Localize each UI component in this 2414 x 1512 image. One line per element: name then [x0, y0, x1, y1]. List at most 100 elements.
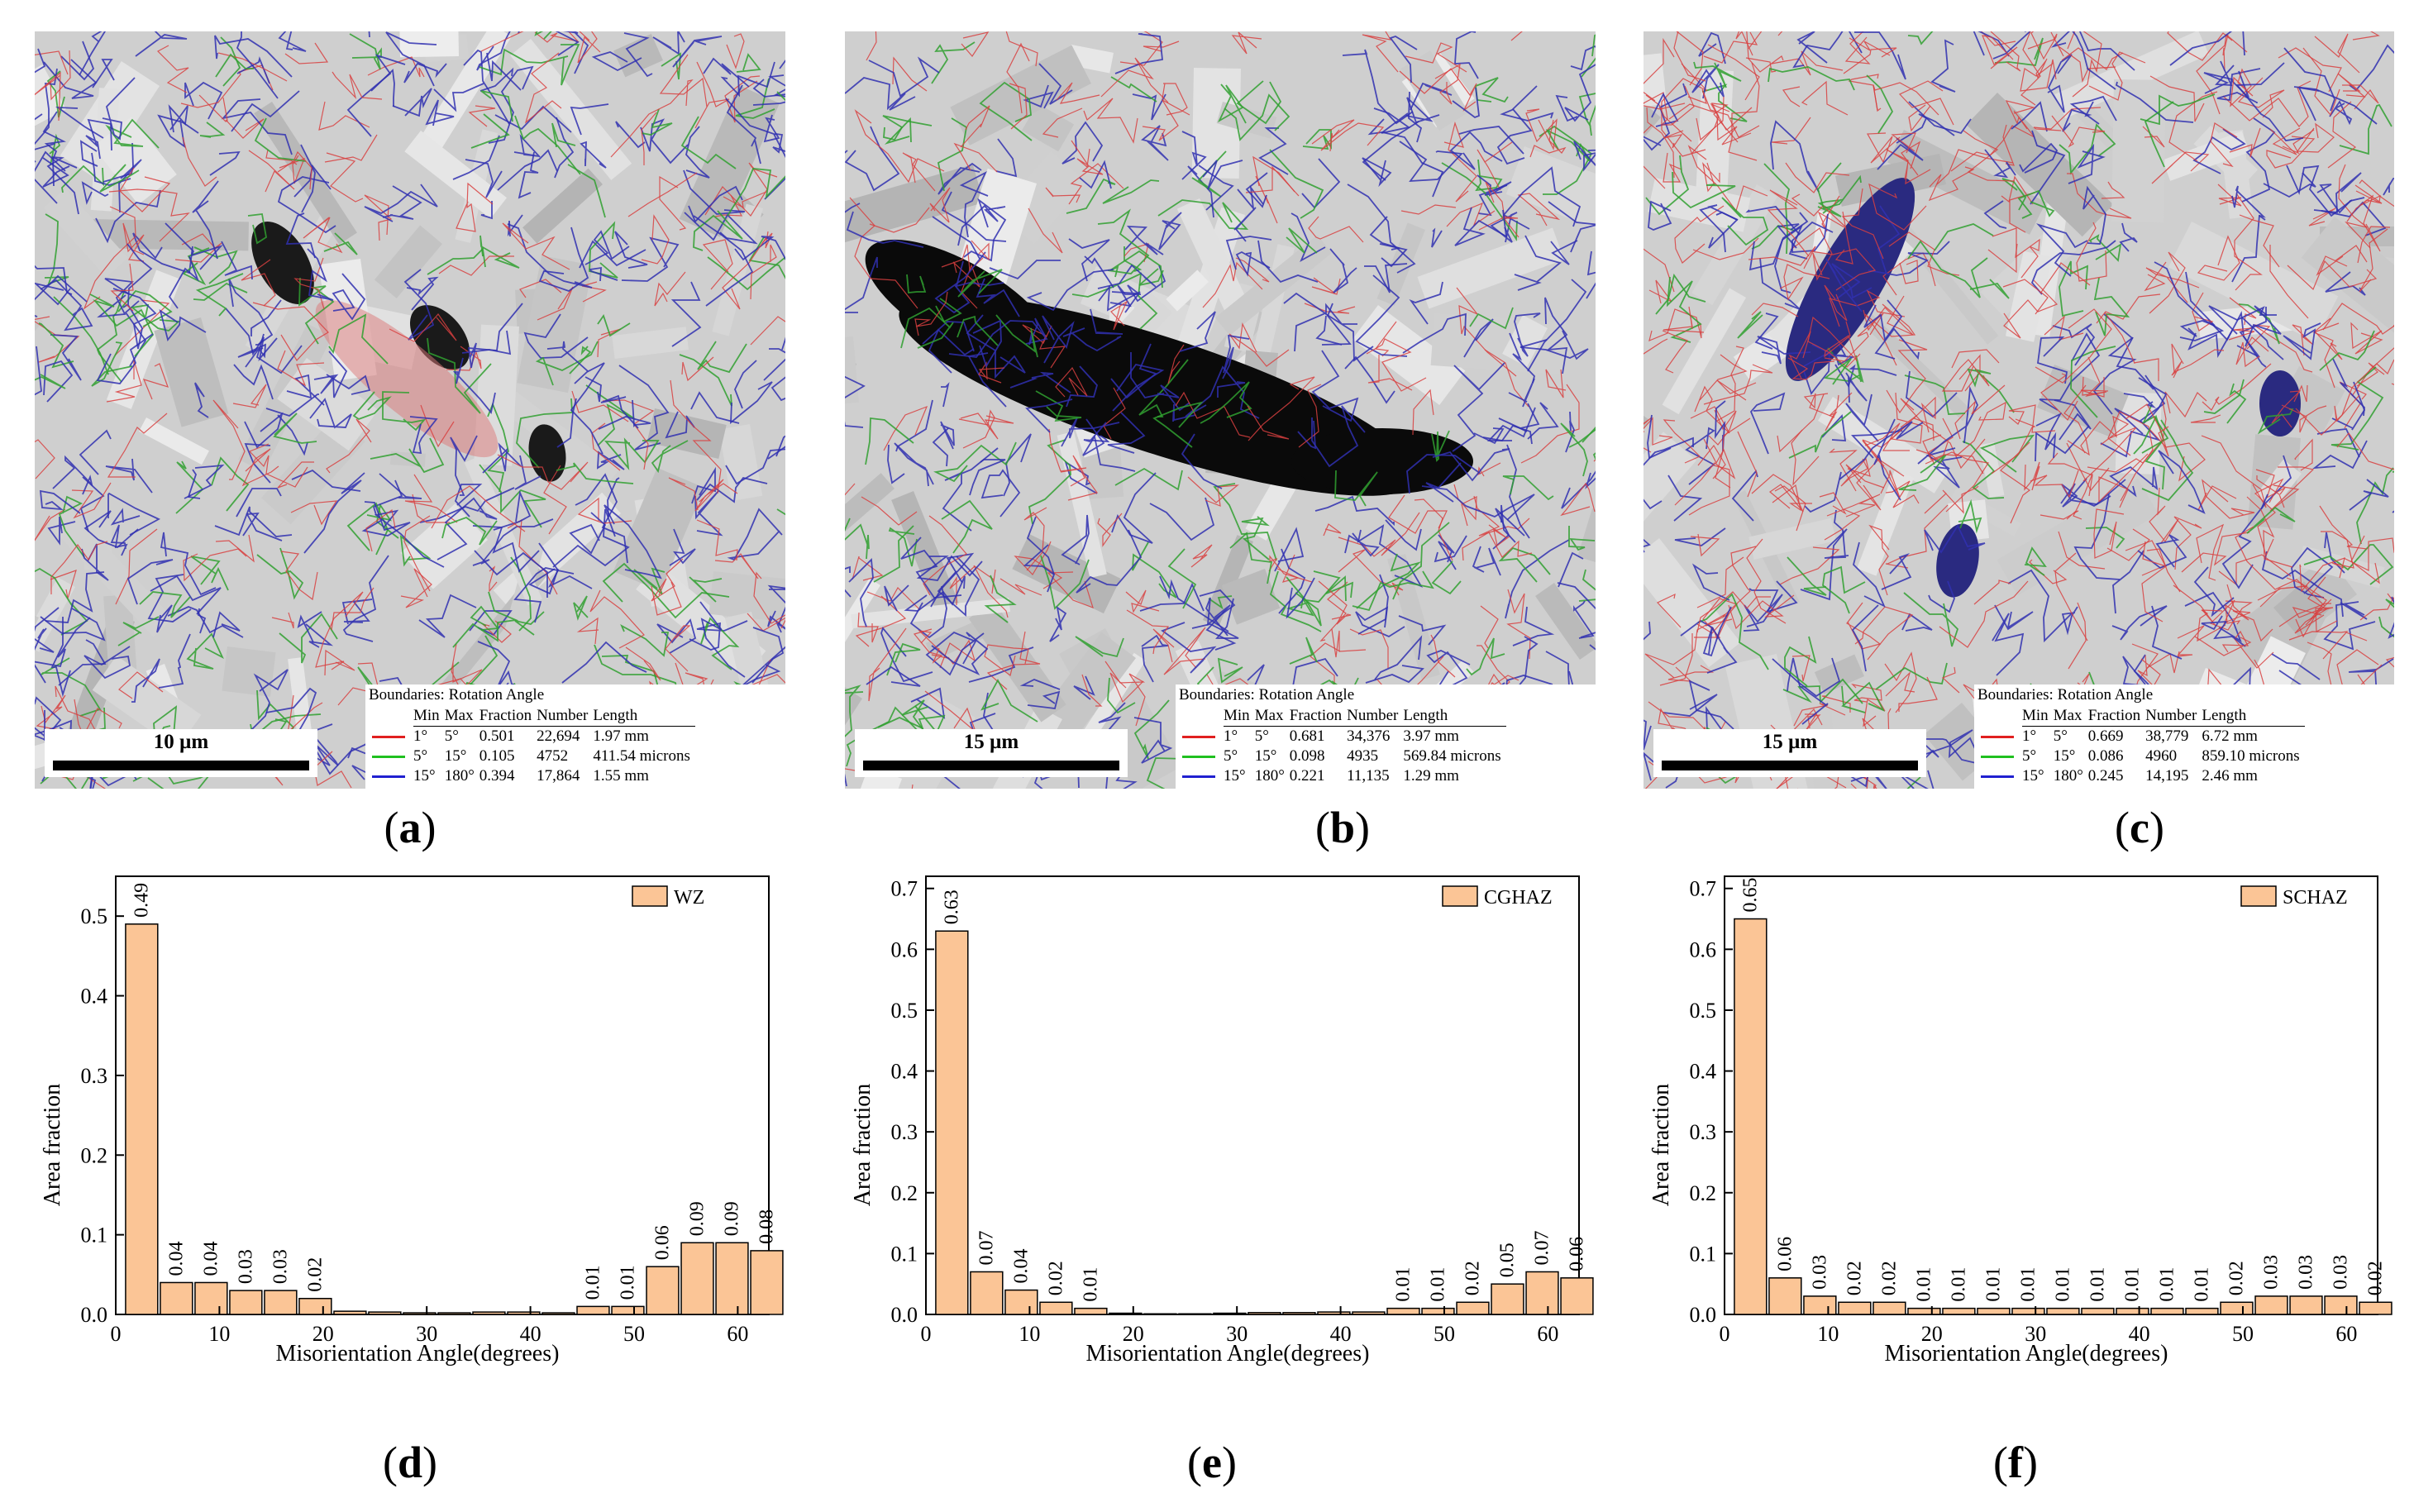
- legend-length: 1.29 mm: [1403, 767, 1459, 785]
- legend-max: 180°: [2053, 767, 2083, 785]
- x-tick-label: 40: [520, 1322, 541, 1346]
- x-tick-label: 50: [1434, 1322, 1455, 1346]
- bar-value-label: 0.02: [1462, 1261, 1483, 1295]
- legend-fraction: 0.394: [479, 767, 515, 785]
- legend-label: CGHAZ: [1484, 887, 1553, 909]
- scale-bar: 15 µm: [855, 729, 1128, 777]
- bar-value-label: 0.01: [2156, 1267, 2178, 1302]
- x-tick-label: 0: [921, 1322, 932, 1346]
- plot-frame: [925, 875, 1580, 1315]
- boundary-legend: Boundaries: Rotation Angle Min Max Fraction…: [1176, 684, 1596, 789]
- bar-value-label: 0.07: [1531, 1230, 1553, 1265]
- legend-fraction: 0.669: [2087, 727, 2124, 745]
- bar-value-label: 0.65: [1739, 878, 1761, 913]
- boundary-line-swatch: [372, 735, 405, 738]
- x-tick-label: 40: [2129, 1322, 2150, 1346]
- scale-bar-label: 10 µm: [153, 731, 209, 753]
- x-tick-label: 20: [1123, 1322, 1144, 1346]
- boundary-line-swatch: [1981, 735, 2014, 738]
- bar-value-label: 0.09: [686, 1201, 708, 1236]
- bar: [1734, 918, 1768, 1315]
- legend-header-cell: Length: [1403, 706, 1506, 727]
- legend-number: 11,135: [1347, 767, 1390, 785]
- bar-value-label: 0.03: [235, 1249, 256, 1284]
- bar: [264, 1290, 298, 1315]
- legend-length: 859.10 microns: [2202, 747, 2300, 765]
- bar-value-label: 0.04: [1010, 1249, 1032, 1284]
- y-tick-label: 0.7: [1690, 877, 1717, 901]
- y-tick-label: 0.6: [891, 937, 918, 961]
- legend-header-cell: Number: [2145, 706, 2202, 727]
- legend-length: 1.97 mm: [593, 727, 649, 745]
- bar: [646, 1266, 680, 1315]
- bar: [1074, 1307, 1108, 1315]
- y-tick-label: 0.3: [81, 1064, 108, 1088]
- y-tick-label: 0.2: [891, 1181, 918, 1205]
- y-tick-label: 0.5: [1690, 999, 1717, 1023]
- legend-max: 5°: [2053, 727, 2068, 745]
- chart-svg: 0.49 0.04 0.04 0.03 0.03 0.02 0.01 0.01 0.06 0.09…: [40, 875, 784, 1367]
- bar-value-label: 0.01: [1080, 1267, 1101, 1302]
- boundary-line-swatch: [372, 775, 405, 779]
- bar: [680, 1242, 714, 1315]
- legend-row: 5° 15° 0.105 4752 411.54 microns: [365, 746, 695, 766]
- scale-bar-label: 15 µm: [1762, 731, 1818, 753]
- bar-value-label: 0.03: [2330, 1255, 2351, 1290]
- x-axis-title: Misorientation Angle(degrees): [276, 1341, 560, 1367]
- bar: [970, 1271, 1004, 1315]
- bar-value-label: 0.03: [1809, 1255, 1830, 1290]
- bar-value-label: 0.09: [721, 1201, 742, 1236]
- bar: [1317, 1311, 1351, 1315]
- y-tick-label: 0.2: [81, 1143, 108, 1167]
- legend-swatch: [2240, 885, 2277, 907]
- bar-value-label: 0.02: [304, 1257, 326, 1292]
- bar: [1803, 1295, 1837, 1315]
- bar: [333, 1310, 367, 1315]
- legend-header-cell: Min: [413, 706, 445, 727]
- legend-number: 34,376: [1347, 727, 1391, 745]
- bar-value-label: 0.01: [582, 1265, 604, 1300]
- bar: [1039, 1301, 1073, 1315]
- legend-swatch: [1442, 885, 1478, 907]
- legend-length: 2.46 mm: [2202, 767, 2258, 785]
- legend-max: 180°: [444, 767, 475, 785]
- y-tick-label: 0.0: [1690, 1303, 1717, 1327]
- bar-value-label: 0.04: [200, 1241, 222, 1276]
- scale-bar-label: 15 µm: [963, 731, 1019, 753]
- legend-row: 15° 180° 0.221 11,135 1.29 mm: [1176, 766, 1506, 786]
- legend-title: Boundaries: Rotation Angle: [369, 686, 545, 704]
- scale-bar-line: [53, 761, 309, 770]
- bar: [2324, 1295, 2358, 1315]
- scale-bar: 15 µm: [1653, 729, 1926, 777]
- x-tick-label: 20: [312, 1322, 334, 1346]
- x-tick-label: 50: [2232, 1322, 2254, 1346]
- bar: [1004, 1289, 1038, 1315]
- y-tick-label: 0.1: [1690, 1242, 1717, 1266]
- y-tick-label: 0.1: [891, 1242, 918, 1266]
- bar: [1525, 1271, 1559, 1315]
- legend-header-cell: Number: [1347, 706, 1404, 727]
- bar: [229, 1290, 263, 1315]
- legend-label: WZ: [674, 887, 704, 909]
- boundary-line-swatch: [1182, 756, 1215, 759]
- bar-value-label: 0.01: [2191, 1267, 2212, 1302]
- bar: [403, 1312, 437, 1315]
- legend-header-cell: Fraction: [2087, 706, 2146, 727]
- bar: [2116, 1307, 2149, 1315]
- micrograph-b: 15 µm Boundaries: Rotation Angle Min Max Fr…: [845, 31, 1596, 789]
- bar: [715, 1242, 749, 1315]
- grain-boundary-map: [1644, 31, 2394, 789]
- boundary-legend: Boundaries: Rotation Angle Min Max Fraction…: [365, 684, 785, 789]
- legend-header-cell: Number: [537, 706, 594, 727]
- bar: [1977, 1307, 2011, 1315]
- bar-value-label: 0.06: [1774, 1237, 1796, 1271]
- bar: [368, 1311, 402, 1315]
- legend-max: 15°: [2053, 747, 2076, 765]
- legend-header-cell: Fraction: [1289, 706, 1348, 727]
- legend-row: 15° 180° 0.394 17,864 1.55 mm: [365, 766, 695, 786]
- micrograph-c: 15 µm Boundaries: Rotation Angle Min Max Fr…: [1644, 31, 2394, 789]
- panel-label-a: (a): [384, 803, 437, 852]
- panel-label-d: (d): [382, 1438, 437, 1487]
- legend-number: 17,864: [537, 767, 580, 785]
- legend-row: 1° 5° 0.669 38,779 6.72 mm: [1974, 727, 2305, 747]
